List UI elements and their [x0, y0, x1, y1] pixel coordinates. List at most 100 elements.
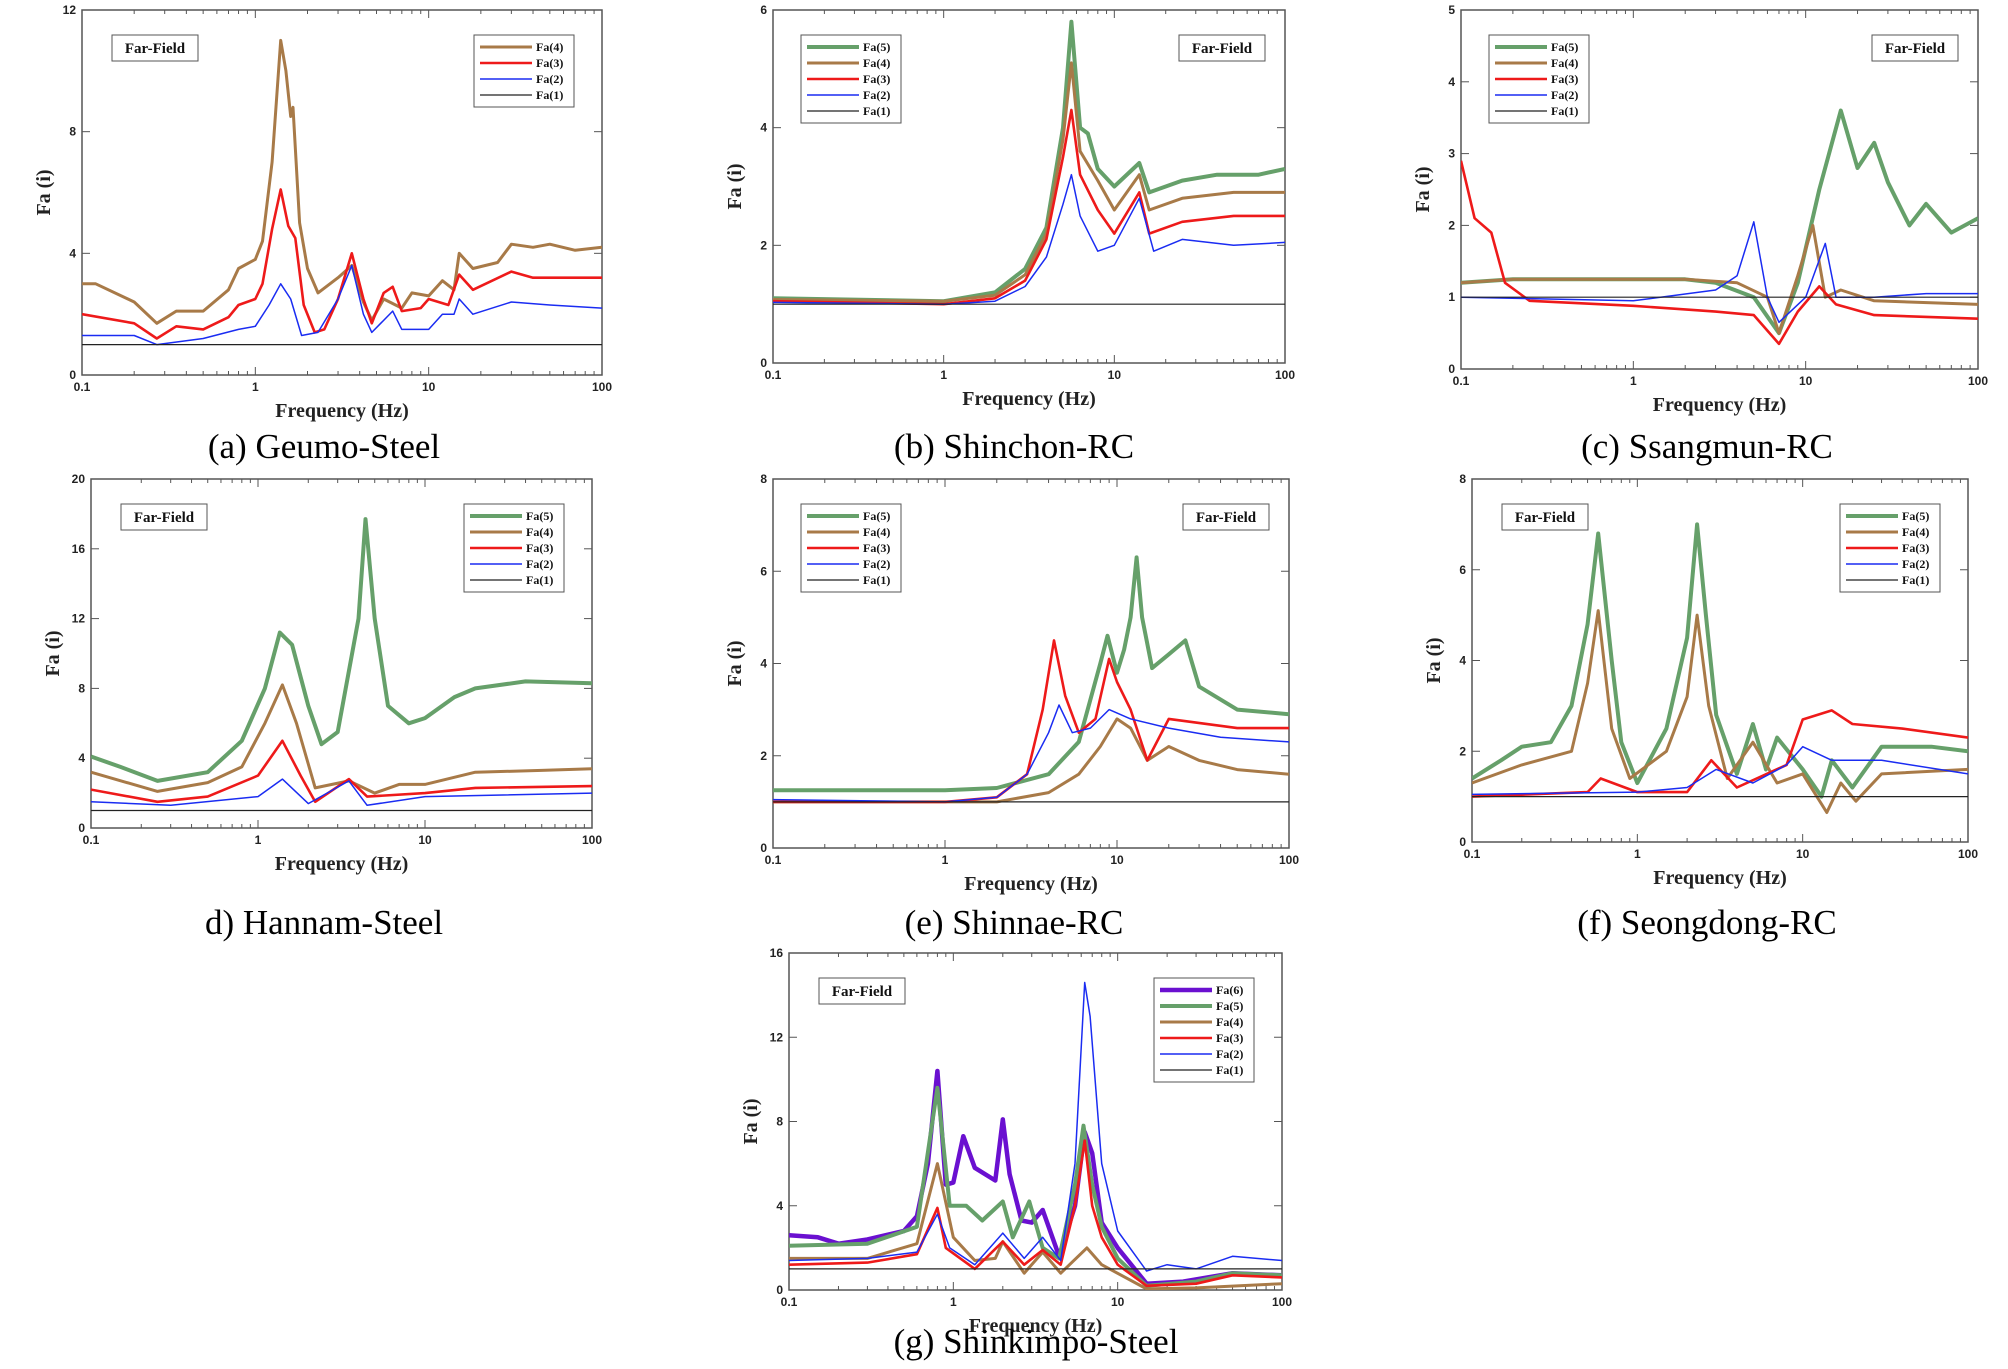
x-tick-label: 10	[1108, 368, 1122, 382]
y-tick-label: 0	[760, 356, 767, 370]
chart-panel: 0.1 1 10 100 0 4 8 12 Frequency (Hz) Fa (i) Far-Fi…	[33, 3, 612, 422]
y-tick-label: 16	[72, 542, 86, 556]
series-line-Fa4	[91, 683, 592, 795]
annotation-box	[111, 34, 199, 62]
y-tick-label: 12	[72, 612, 86, 626]
y-tick-label: 2	[760, 749, 767, 763]
legend-label: Fa(5)	[863, 40, 890, 54]
chart-panel: 0.1 1 10 100 0 4 8 12 16 Frequency (Hz) Fa (i) Far-…	[740, 946, 1292, 1337]
plot-frame	[90, 478, 593, 829]
legend-label: Fa(2)	[863, 88, 890, 102]
annotation-far-field: Far-Field	[1885, 41, 1946, 57]
legend-label: Fa(4)	[526, 525, 553, 539]
legend-label: Fa(2)	[1902, 557, 1929, 571]
annotation-box	[120, 503, 208, 531]
x-axis-label: Frequency (Hz)	[275, 853, 409, 875]
chart-panel: 0.1 1 10 100 0 2 4 6 8 Frequency (Hz) Fa (i) Far-Fi…	[724, 472, 1299, 895]
legend-label: Fa(3)	[863, 72, 890, 86]
y-tick-label: 2	[1459, 744, 1466, 758]
legend-label: Fa(3)	[1551, 72, 1578, 86]
legend-label: Fa(1)	[863, 104, 890, 118]
y-tick-label: 1	[1448, 290, 1455, 304]
series-line-Fa5	[773, 555, 1289, 793]
legend: Fa(5) Fa(4) Fa(3) Fa(2) Fa(1)	[800, 503, 902, 593]
legend-label: Fa(2)	[536, 72, 563, 86]
legend-label: Fa(3)	[526, 541, 553, 555]
legend-label: Fa(1)	[863, 573, 890, 587]
chart-caption: (f) Seongdong-RC	[1577, 903, 1837, 942]
series-line-Fa5	[789, 1085, 1282, 1288]
y-tick-label: 0	[1459, 835, 1466, 849]
legend-label: Fa(6)	[1216, 983, 1243, 997]
y-tick-label: 12	[770, 1030, 784, 1044]
legend-label: Fa(5)	[863, 509, 890, 523]
y-tick-label: 6	[760, 564, 767, 578]
series-line-Fa4	[1461, 223, 1978, 335]
x-tick-label: 0.1	[74, 380, 91, 394]
x-tick-label: 0.1	[781, 1295, 798, 1309]
y-tick-label: 0	[760, 841, 767, 855]
y-axis-label: Fa (i)	[42, 630, 64, 676]
series-line-Fa4	[789, 1162, 1282, 1290]
legend-label: Fa(2)	[1551, 88, 1578, 102]
x-tick-label: 1	[252, 380, 259, 394]
y-tick-label: 4	[1448, 75, 1455, 89]
legend: Fa(5) Fa(4) Fa(3) Fa(2) Fa(1)	[1488, 34, 1590, 124]
y-tick-label: 8	[69, 125, 76, 139]
legend-label: Fa(1)	[1216, 1063, 1243, 1077]
x-tick-label: 100	[1272, 1295, 1292, 1309]
series-line-Fa2	[773, 173, 1285, 305]
y-tick-label: 16	[770, 946, 784, 960]
y-tick-label: 8	[776, 1115, 783, 1129]
y-tick-label: 0	[78, 821, 85, 835]
annotation-box	[1182, 503, 1270, 531]
x-tick-label: 100	[582, 833, 602, 847]
chart-caption: (g) Shinkimpo-Steel	[893, 1322, 1179, 1361]
y-tick-label: 2	[1448, 218, 1455, 232]
x-tick-label: 1	[950, 1295, 957, 1309]
legend-box	[1153, 977, 1255, 1083]
x-axis-label: Frequency (Hz)	[1653, 394, 1787, 416]
x-tick-label: 0.1	[83, 833, 100, 847]
x-tick-label: 10	[1799, 374, 1813, 388]
x-tick-label: 1	[255, 833, 262, 847]
x-tick-label: 1	[1630, 374, 1637, 388]
legend-label: Fa(1)	[526, 573, 553, 587]
x-tick-label: 10	[422, 380, 436, 394]
y-axis-label: Fa (i)	[33, 169, 55, 215]
y-tick-label: 0	[1448, 362, 1455, 376]
chart-panel: 0.1 1 10 100 0 4 8 12 16 20 Frequency (Hz) Fa (i) Fa…	[42, 472, 602, 875]
legend-label: Fa(1)	[536, 88, 563, 102]
y-tick-label: 6	[760, 3, 767, 17]
legend-label: Fa(5)	[1902, 509, 1929, 523]
legend-label: Fa(5)	[526, 509, 553, 523]
x-tick-label: 1	[942, 853, 949, 867]
x-tick-label: 10	[1111, 1295, 1125, 1309]
legend-label: Fa(1)	[1551, 104, 1578, 118]
y-tick-label: 20	[72, 472, 86, 486]
series-line-Fa2	[91, 778, 592, 807]
annotation-far-field: Far-Field	[134, 510, 195, 526]
annotation-box	[818, 977, 906, 1005]
series-line-Fa4	[773, 61, 1285, 303]
x-tick-label: 0.1	[1464, 847, 1481, 861]
y-tick-label: 4	[760, 121, 767, 135]
legend-label: Fa(2)	[863, 557, 890, 571]
legend-label: Fa(3)	[1216, 1031, 1243, 1045]
series-line-Fa3	[773, 108, 1285, 306]
legend-label: Fa(4)	[536, 40, 563, 54]
y-tick-label: 8	[78, 681, 85, 695]
y-axis-label: Fa (i)	[740, 1098, 762, 1144]
annotation-far-field: Far-Field	[1196, 510, 1257, 526]
series-line-Fa2	[789, 981, 1282, 1272]
legend-label: Fa(3)	[536, 56, 563, 70]
y-axis-label: Fa (i)	[1412, 166, 1434, 212]
legend-label: Fa(3)	[1902, 541, 1929, 555]
x-tick-label: 100	[1958, 847, 1978, 861]
legend-label: Fa(4)	[1902, 525, 1929, 539]
series-line-Fa3	[1461, 160, 1978, 346]
chart-caption: (b) Shinchon-RC	[893, 427, 1135, 466]
legend: Fa(5) Fa(4) Fa(3) Fa(2) Fa(1)	[800, 34, 902, 124]
y-tick-label: 4	[776, 1199, 783, 1213]
